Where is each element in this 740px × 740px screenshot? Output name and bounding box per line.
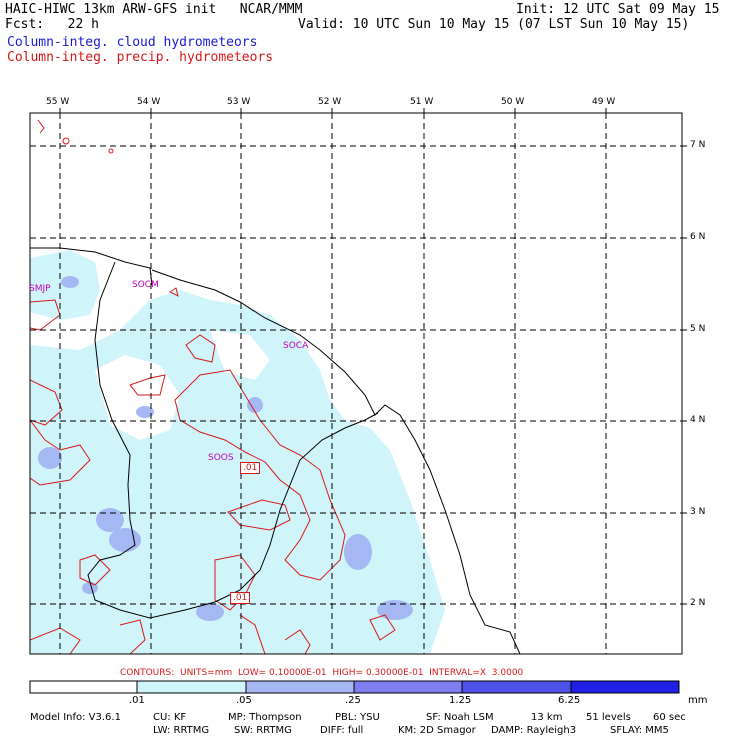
footer-mp: MP: Thompson <box>228 712 302 723</box>
colorbar-swatch <box>29 680 138 694</box>
lon-label: 51 W <box>410 97 434 107</box>
lon-label: 52 W <box>318 97 342 107</box>
legend-cloud: Column-integ. cloud hydrometeors <box>7 35 258 50</box>
footer-resolution: 13 km <box>531 712 563 723</box>
lat-label: 3 N <box>690 507 706 517</box>
valid-time: Valid: 10 UTC Sun 10 May 15 (07 LST Sun … <box>298 17 690 32</box>
lat-label: 4 N <box>690 415 706 425</box>
contour-value-label: .01 <box>240 462 261 474</box>
lat-label: 6 N <box>690 232 706 242</box>
precip-contours <box>30 119 396 654</box>
legend-precip: Column-integ. precip. hydrometeors <box>7 50 274 65</box>
colorbar-swatch <box>570 680 680 694</box>
contour-value-label: .01 <box>230 592 251 604</box>
lon-label: 53 W <box>227 97 251 107</box>
colorbar-label: .25 <box>345 695 361 706</box>
lon-label: 54 W <box>137 97 161 107</box>
cloud-fill-medium <box>38 276 413 621</box>
lat-lon-grid <box>30 113 682 654</box>
footer-cu: CU: KF <box>153 712 187 723</box>
colorbar-swatch <box>136 680 247 694</box>
footer-km: KM: 2D Smagor <box>398 725 476 736</box>
footer-damp: DAMP: Rayleigh3 <box>491 725 577 736</box>
model-title: HAIC-HIWC 13km ARW-GFS init NCAR/MMM <box>5 2 303 17</box>
colorbar-swatch <box>461 680 572 694</box>
station-label: SOCM <box>132 280 159 290</box>
footer-sflay: SFLAY: MM5 <box>610 725 669 736</box>
lon-label: 50 W <box>501 97 525 107</box>
footer-lw: LW: RRTMG <box>153 725 210 736</box>
footer-model-info: Model Info: V3.6.1 <box>30 712 121 723</box>
forecast-hour: Fcst: 22 h <box>5 17 99 32</box>
map-frame <box>29 112 683 655</box>
colorbar-label: .01 <box>129 695 145 706</box>
footer-sw: SW: RRTMG <box>234 725 292 736</box>
station-label: SOCA <box>283 341 309 351</box>
station-label: SOOS <box>208 453 234 463</box>
lon-label: 55 W <box>46 97 70 107</box>
lon-label: 49 W <box>592 97 616 107</box>
lat-label: 5 N <box>690 324 706 334</box>
colorbar-swatch <box>353 680 463 694</box>
colorbar <box>29 680 680 694</box>
colorbar-label: 1.25 <box>449 695 472 706</box>
footer-timestep: 60 sec <box>653 712 686 723</box>
footer-sf: SF: Noah LSM <box>426 712 494 723</box>
footer-levels: 51 levels <box>586 712 631 723</box>
footer-pbl: PBL: YSU <box>335 712 380 723</box>
footer-diff: DIFF: full <box>320 725 364 736</box>
colorbar-label: .05 <box>236 695 252 706</box>
colorbar-swatch <box>245 680 355 694</box>
lat-label: 2 N <box>690 598 706 608</box>
contours-info: CONTOURS: UNITS=mm LOW= 0.10000E-01 HIGH… <box>120 668 524 678</box>
lat-label: 7 N <box>690 140 706 150</box>
colorbar-label: 6.25 <box>558 695 581 706</box>
init-time: Init: 12 UTC Sat 09 May 15 <box>516 2 720 17</box>
coastline <box>30 247 521 654</box>
station-label: SMJP <box>29 284 51 294</box>
cloud-fill-light <box>30 250 445 654</box>
colorbar-unit: mm <box>688 695 708 706</box>
